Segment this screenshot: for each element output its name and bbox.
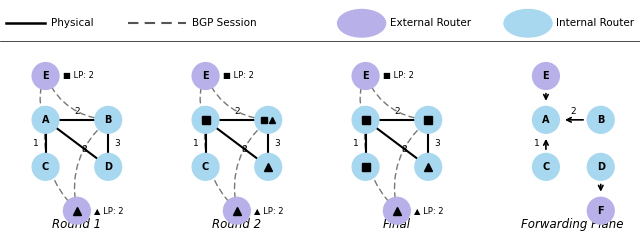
- Circle shape: [414, 106, 442, 134]
- Text: B: B: [597, 115, 604, 125]
- Text: E: E: [362, 71, 369, 81]
- Text: 1: 1: [353, 139, 359, 148]
- Circle shape: [414, 153, 442, 181]
- Circle shape: [63, 197, 91, 225]
- Text: C: C: [202, 162, 209, 172]
- Text: ▲ LP: 2: ▲ LP: 2: [94, 206, 124, 215]
- Circle shape: [532, 153, 560, 181]
- Text: ■ LP: 2: ■ LP: 2: [223, 71, 253, 80]
- Text: A: A: [42, 115, 49, 125]
- Text: C: C: [42, 162, 49, 172]
- Text: Round 1: Round 1: [52, 218, 102, 231]
- Circle shape: [191, 153, 220, 181]
- Text: 2: 2: [394, 107, 400, 116]
- Text: ■ LP: 2: ■ LP: 2: [63, 71, 93, 80]
- Circle shape: [31, 62, 60, 90]
- Text: 1: 1: [33, 139, 39, 148]
- Circle shape: [587, 197, 615, 225]
- Text: 2: 2: [570, 107, 576, 116]
- Text: Internal Router: Internal Router: [556, 18, 634, 28]
- Text: 8: 8: [241, 145, 247, 154]
- Circle shape: [191, 62, 220, 90]
- Circle shape: [223, 197, 251, 225]
- Circle shape: [94, 106, 122, 134]
- Text: D: D: [596, 162, 605, 172]
- Circle shape: [254, 153, 282, 181]
- Circle shape: [532, 62, 560, 90]
- Text: 3: 3: [275, 139, 280, 148]
- Text: 2: 2: [74, 107, 80, 116]
- Text: Round 2: Round 2: [212, 218, 262, 231]
- Text: Physical: Physical: [51, 18, 94, 28]
- Text: E: E: [42, 71, 49, 81]
- Circle shape: [351, 106, 380, 134]
- Ellipse shape: [504, 10, 552, 37]
- Text: D: D: [104, 162, 112, 172]
- Text: Forwarding Plane: Forwarding Plane: [522, 218, 624, 231]
- Text: E: E: [543, 71, 549, 81]
- Circle shape: [532, 106, 560, 134]
- Text: E: E: [202, 71, 209, 81]
- Text: BGP Session: BGP Session: [192, 18, 257, 28]
- Text: ■ LP: 2: ■ LP: 2: [383, 71, 413, 80]
- Text: External Router: External Router: [390, 18, 472, 28]
- Circle shape: [351, 62, 380, 90]
- Circle shape: [587, 106, 615, 134]
- Circle shape: [587, 153, 615, 181]
- Text: ▲ LP: 2: ▲ LP: 2: [414, 206, 444, 215]
- Text: Final: Final: [383, 218, 411, 231]
- Text: 8: 8: [81, 145, 87, 154]
- Text: 8: 8: [401, 145, 407, 154]
- Text: A: A: [542, 115, 550, 125]
- Circle shape: [94, 153, 122, 181]
- Text: B: B: [104, 115, 112, 125]
- Circle shape: [254, 106, 282, 134]
- Text: 3: 3: [115, 139, 120, 148]
- Circle shape: [31, 153, 60, 181]
- Circle shape: [383, 197, 411, 225]
- Text: F: F: [598, 206, 604, 216]
- Text: 2: 2: [234, 107, 240, 116]
- Text: C: C: [542, 162, 550, 172]
- Text: 1: 1: [193, 139, 199, 148]
- Ellipse shape: [338, 10, 385, 37]
- Circle shape: [31, 106, 60, 134]
- Circle shape: [351, 153, 380, 181]
- Circle shape: [191, 106, 220, 134]
- Text: ▲ LP: 2: ▲ LP: 2: [254, 206, 284, 215]
- Text: 3: 3: [435, 139, 440, 148]
- Text: 1: 1: [534, 139, 540, 148]
